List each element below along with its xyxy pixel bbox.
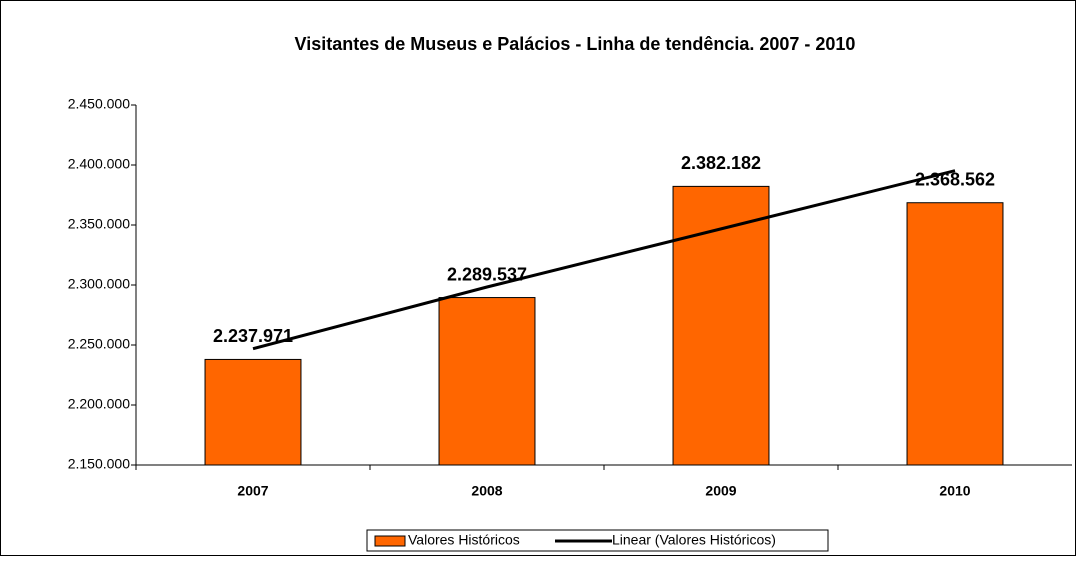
chart-title: Visitantes de Museus e Palácios - Linha … [295, 34, 856, 54]
legend-label: Valores Históricos [408, 532, 520, 548]
y-tick-label: 2.200.000 [68, 396, 130, 412]
y-tick-label: 2.400.000 [68, 156, 130, 172]
legend-label: Linear (Valores Históricos) [612, 532, 776, 548]
data-label: 2.382.182 [681, 153, 761, 173]
x-tick-label: 2010 [939, 483, 970, 499]
bar [204, 358, 302, 466]
data-label: 2.368.562 [915, 169, 995, 189]
x-tick-label: 2007 [237, 483, 268, 499]
legend-swatch [374, 535, 406, 547]
y-tick-label: 2.150.000 [68, 456, 130, 472]
y-tick-label: 2.450.000 [68, 96, 130, 112]
y-tick-label: 2.300.000 [68, 276, 130, 292]
bar [906, 202, 1004, 466]
y-tick-label: 2.250.000 [68, 336, 130, 352]
x-tick-label: 2009 [705, 483, 736, 499]
bar [672, 185, 770, 466]
y-tick-label: 2.350.000 [68, 216, 130, 232]
x-tick-label: 2008 [471, 483, 502, 499]
bar [438, 297, 536, 466]
data-label: 2.289.537 [447, 264, 527, 284]
data-label: 2.237.971 [213, 326, 293, 346]
trend-line [252, 169, 956, 351]
